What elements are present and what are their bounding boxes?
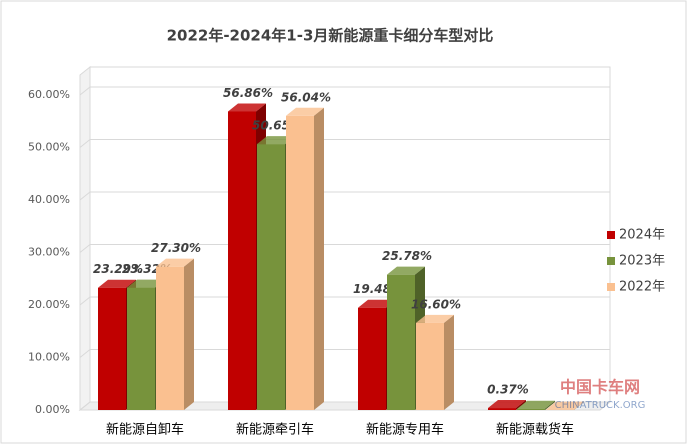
legend-label: 2022年	[619, 280, 665, 295]
bar	[488, 408, 516, 410]
value-label: 25.78%	[382, 249, 432, 263]
value-label: 23.29%	[93, 262, 143, 276]
grid-line	[79, 244, 610, 253]
bar	[257, 144, 285, 410]
bar	[286, 115, 314, 410]
y-tick-label: 40.00%	[28, 193, 70, 206]
legend-swatch	[607, 257, 615, 265]
y-tick-label: 20.00%	[28, 298, 70, 311]
bar	[98, 287, 126, 410]
bar-top	[517, 400, 555, 409]
y-tick-label: 10.00%	[28, 351, 70, 364]
legend-swatch	[607, 231, 615, 239]
bar-side	[444, 314, 454, 410]
bar-top	[488, 400, 526, 409]
bar-top	[257, 136, 295, 145]
bar-side	[314, 107, 324, 410]
bar	[416, 322, 444, 410]
bar	[517, 408, 545, 410]
value-label: 16.60%	[411, 297, 461, 311]
value-label: 0.37%	[487, 383, 529, 397]
watermark: CHINATRUCK.ORG	[555, 400, 646, 411]
y-tick-label: 60.00%	[28, 88, 70, 101]
bar-top	[228, 103, 266, 112]
value-label: 56.04%	[281, 90, 331, 104]
value-label: 56.86%	[223, 86, 273, 100]
legend-swatch	[607, 283, 615, 291]
y-tick-label: 30.00%	[28, 246, 70, 259]
legend-label: 2024年	[619, 228, 665, 243]
grid-line	[79, 86, 610, 96]
bar-top	[387, 266, 425, 275]
bar-top	[156, 258, 194, 267]
bar-top	[127, 279, 165, 288]
grid-line	[79, 191, 610, 201]
bar-top	[358, 299, 396, 308]
x-tick-label: 新能源专用车	[366, 422, 444, 438]
x-tick-label: 新能源载货车	[496, 422, 574, 438]
bar	[228, 111, 256, 411]
x-tick-label: 新能源自卸车	[106, 422, 184, 438]
bar-side	[184, 258, 194, 410]
bar	[387, 274, 415, 410]
value-label: 27.30%	[151, 241, 201, 255]
bar-top	[546, 401, 584, 410]
bar-top	[286, 107, 324, 116]
side-wall	[79, 65, 91, 412]
legend-label: 2023年	[619, 254, 665, 269]
bar	[156, 266, 184, 410]
grid-line	[79, 139, 610, 148]
bar	[358, 307, 386, 410]
bar-top	[416, 314, 454, 323]
y-tick-label: 50.00%	[28, 141, 70, 154]
bar	[127, 287, 155, 410]
watermark: 中国卡车网	[560, 378, 640, 397]
y-tick-label: 0.00%	[35, 403, 70, 416]
chart-title: 2022年-2024年1-3月新能源重卡细分车型对比	[167, 27, 494, 45]
bar-side	[545, 400, 555, 410]
x-tick-label: 新能源牵引车	[236, 422, 314, 438]
grid-line	[79, 296, 610, 306]
bar-top	[98, 279, 136, 288]
bar-side	[574, 401, 584, 410]
